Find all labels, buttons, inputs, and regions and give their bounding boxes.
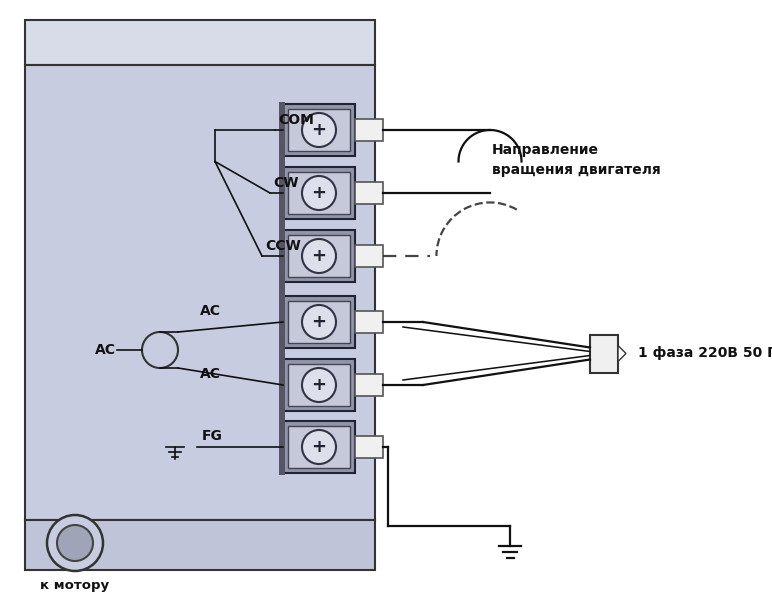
- Text: CW: CW: [273, 176, 299, 190]
- Text: FG: FG: [202, 429, 223, 443]
- Bar: [355, 245, 383, 267]
- Circle shape: [302, 430, 336, 464]
- Circle shape: [302, 239, 336, 273]
- Bar: [355, 182, 383, 204]
- Bar: [25, 65, 375, 520]
- Text: 1 фаза 220В 50 Гц: 1 фаза 220В 50 Гц: [638, 347, 772, 361]
- Text: +: +: [311, 313, 327, 331]
- Circle shape: [302, 305, 336, 339]
- Bar: [283, 421, 355, 473]
- Circle shape: [57, 525, 93, 561]
- Circle shape: [302, 368, 336, 402]
- Bar: [355, 436, 383, 458]
- Bar: [590, 335, 618, 373]
- Text: CCW: CCW: [265, 239, 301, 253]
- Text: +: +: [311, 184, 327, 202]
- Text: к мотору: к мотору: [40, 579, 110, 592]
- Text: +: +: [311, 247, 327, 265]
- Bar: [283, 296, 355, 348]
- Bar: [288, 109, 350, 151]
- Text: AC: AC: [200, 304, 221, 318]
- Bar: [283, 104, 355, 156]
- Circle shape: [302, 113, 336, 147]
- Bar: [288, 301, 350, 343]
- Bar: [355, 374, 383, 396]
- Bar: [355, 311, 383, 333]
- Circle shape: [302, 176, 336, 210]
- Bar: [25, 520, 375, 570]
- Bar: [288, 364, 350, 406]
- Text: +: +: [311, 438, 327, 456]
- Polygon shape: [618, 345, 626, 362]
- Bar: [283, 359, 355, 411]
- Text: COM: COM: [278, 113, 314, 127]
- Text: +: +: [311, 376, 327, 394]
- Bar: [283, 167, 355, 219]
- Bar: [288, 172, 350, 214]
- Text: AC: AC: [200, 367, 221, 381]
- Bar: [25, 20, 375, 65]
- Bar: [288, 235, 350, 277]
- Text: AC: AC: [95, 343, 116, 357]
- Text: +: +: [311, 121, 327, 139]
- Bar: [279, 102, 285, 475]
- Bar: [355, 119, 383, 141]
- Text: Направление
вращения двигателя: Направление вращения двигателя: [492, 143, 661, 177]
- Circle shape: [142, 332, 178, 368]
- Bar: [288, 426, 350, 468]
- Bar: [283, 230, 355, 282]
- Circle shape: [47, 515, 103, 571]
